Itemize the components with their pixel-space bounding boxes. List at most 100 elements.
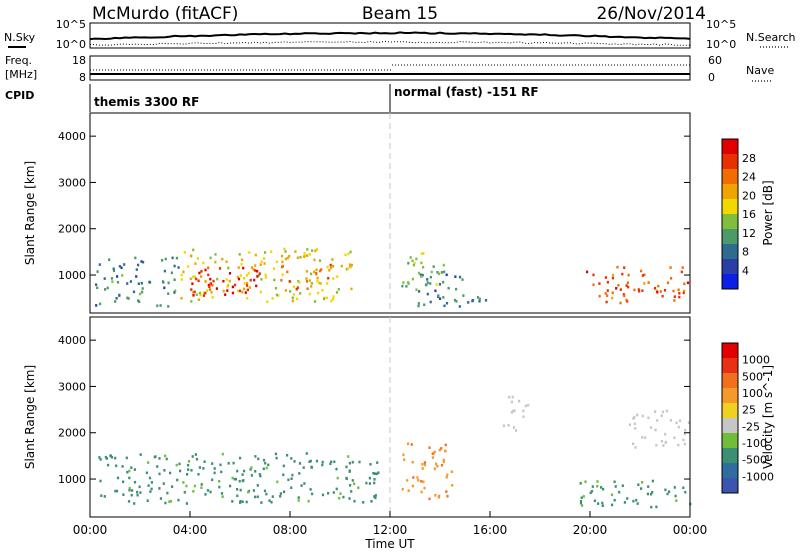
echo-cell xyxy=(116,275,119,278)
echo-cell xyxy=(641,481,644,484)
echo-cell xyxy=(637,483,640,486)
echo-cell xyxy=(258,272,261,275)
echo-cell xyxy=(177,498,180,502)
echo-cell xyxy=(345,465,348,469)
echo-cell xyxy=(636,502,639,505)
echo-cell xyxy=(623,266,626,269)
echo-cell xyxy=(254,470,257,473)
echo-cell xyxy=(275,456,278,460)
echo-cell xyxy=(601,504,604,507)
echo-cell xyxy=(345,476,348,480)
echo-cell xyxy=(332,491,335,494)
echo-cell xyxy=(284,289,287,292)
echo-cell xyxy=(276,480,279,484)
echo-cell xyxy=(332,298,335,301)
echo-cell xyxy=(592,273,595,277)
echo-cell xyxy=(104,455,107,459)
echo-cell xyxy=(311,249,314,252)
echo-cell xyxy=(675,421,678,425)
echo-cell xyxy=(196,257,199,260)
echo-cell xyxy=(211,296,214,299)
echo-cell xyxy=(338,496,341,500)
echo-cell xyxy=(204,280,207,283)
echo-cell xyxy=(199,293,202,297)
echo-cell xyxy=(316,279,319,283)
echo-cell xyxy=(286,256,289,260)
echo-cell xyxy=(428,446,431,449)
echo-cell xyxy=(256,269,259,273)
echo-cell xyxy=(426,292,429,296)
echo-cell xyxy=(219,463,222,467)
echo-cell xyxy=(401,487,404,491)
echo-cell xyxy=(189,277,192,281)
echo-cell xyxy=(270,500,273,504)
velocity-echo-cells xyxy=(98,395,692,509)
echo-cell xyxy=(611,273,615,277)
echo-cell xyxy=(202,294,205,297)
echo-cell xyxy=(333,460,336,464)
echo-cell xyxy=(429,275,432,279)
echo-cell xyxy=(204,268,207,272)
echo-cell xyxy=(309,488,312,491)
echo-cell xyxy=(121,274,124,277)
echo-cell xyxy=(245,500,248,504)
echo-cell xyxy=(168,500,171,503)
echo-cell xyxy=(665,409,668,413)
echo-cell xyxy=(296,297,299,301)
echo-cell xyxy=(246,296,249,300)
echo-cell xyxy=(222,279,225,283)
echo-cell xyxy=(192,291,195,294)
echo-cell xyxy=(100,494,103,497)
echo-cell xyxy=(432,452,435,455)
colorbar-tick-label: 24 xyxy=(742,171,756,184)
echo-cell xyxy=(167,305,170,308)
echo-cell xyxy=(284,257,287,261)
beam-title: Beam 15 xyxy=(362,4,438,24)
echo-cell xyxy=(453,298,457,302)
echo-cell xyxy=(643,282,646,285)
echo-cell xyxy=(336,476,339,480)
colorbar-swatch xyxy=(722,448,738,464)
echo-cell xyxy=(131,489,134,492)
echo-cell xyxy=(613,498,616,502)
echo-cell xyxy=(377,471,380,474)
echo-cell xyxy=(318,259,322,262)
echo-cell xyxy=(218,485,221,489)
echo-cell xyxy=(264,273,267,277)
echo-cell xyxy=(351,460,354,464)
echo-cell xyxy=(190,469,193,472)
echo-cell xyxy=(150,487,153,491)
echo-cell xyxy=(173,264,176,268)
echo-cell xyxy=(374,472,377,475)
echo-cell xyxy=(407,442,410,446)
echo-cell xyxy=(304,254,307,258)
echo-cell xyxy=(661,294,664,298)
echo-cell xyxy=(650,505,653,509)
echo-cell xyxy=(438,448,441,452)
echo-cell xyxy=(602,487,605,491)
echo-cell xyxy=(636,413,639,417)
echo-cell xyxy=(249,468,252,471)
echo-cell xyxy=(259,474,262,478)
echo-cell xyxy=(146,499,149,502)
colorbar-swatch xyxy=(722,259,738,275)
echo-cell xyxy=(335,467,338,471)
echo-cell xyxy=(237,289,240,293)
echo-cell xyxy=(265,492,268,496)
echo-cell xyxy=(231,500,234,503)
echo-cell xyxy=(216,277,219,281)
echo-cell xyxy=(657,284,660,288)
echo-cell xyxy=(195,457,199,461)
echo-cell xyxy=(236,469,239,473)
freq-unit-label: [MHz] xyxy=(5,68,37,81)
echo-cell xyxy=(430,270,433,274)
echo-cell xyxy=(633,288,636,292)
echo-cell xyxy=(231,476,234,480)
echo-cell xyxy=(198,291,201,295)
echo-cell xyxy=(432,265,435,268)
echo-cell xyxy=(114,456,117,460)
echo-cell xyxy=(684,490,687,494)
echo-cell xyxy=(273,278,276,282)
echo-cell xyxy=(661,410,665,414)
echo-cell xyxy=(118,293,121,297)
